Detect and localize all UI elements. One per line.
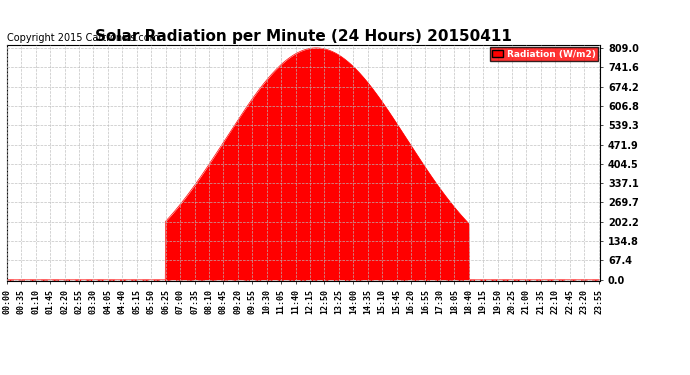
Title: Solar Radiation per Minute (24 Hours) 20150411: Solar Radiation per Minute (24 Hours) 20… xyxy=(95,29,512,44)
Text: Copyright 2015 Cartronics.com: Copyright 2015 Cartronics.com xyxy=(7,33,159,43)
Legend: Radiation (W/m2): Radiation (W/m2) xyxy=(490,47,598,61)
